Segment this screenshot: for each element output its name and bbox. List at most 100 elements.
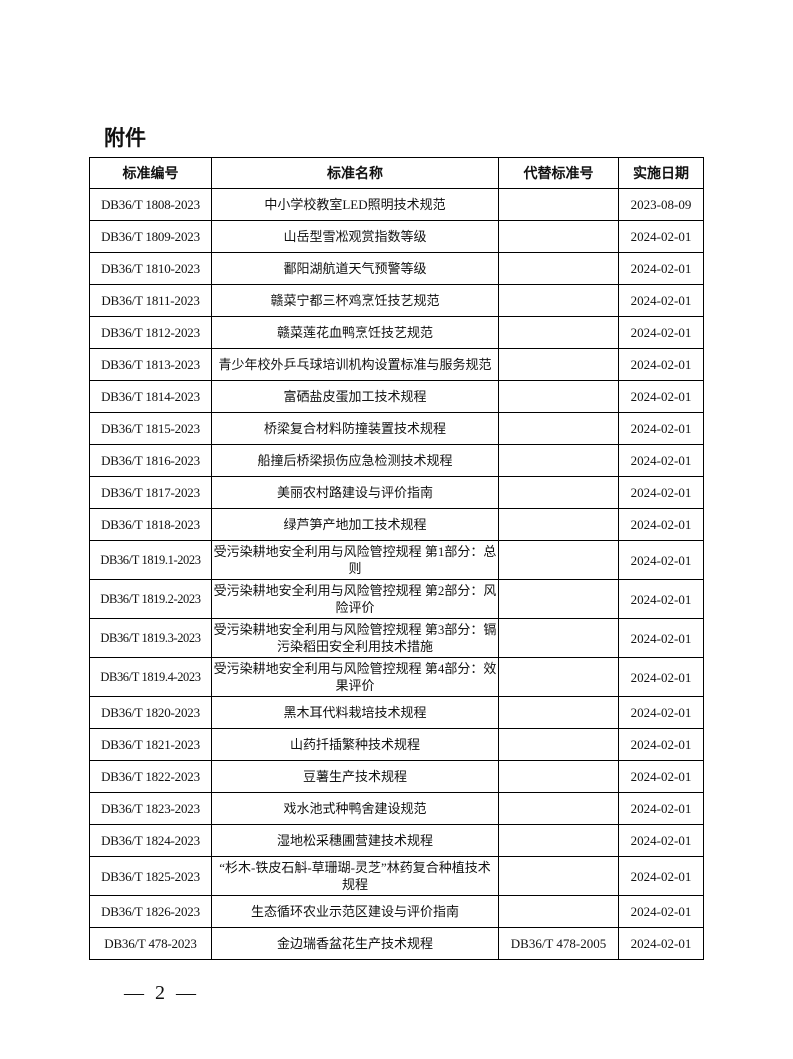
- table-row: DB36/T 1817-2023 美丽农村路建设与评价指南 2024-02-01: [89, 476, 704, 509]
- cell-code: DB36/T 1824-2023: [89, 824, 212, 857]
- cell-name: 赣菜莲花血鸭烹饪技艺规范: [211, 316, 499, 349]
- cell-name: 鄱阳湖航道天气预警等级: [211, 252, 499, 285]
- table-row: DB36/T 1814-2023 富硒盐皮蛋加工技术规程 2024-02-01: [89, 380, 704, 413]
- table-row: DB36/T 1820-2023 黑木耳代料栽培技术规程 2024-02-01: [89, 696, 704, 729]
- cell-replaces: [498, 728, 619, 761]
- cell-code: DB36/T 1819.4-2023: [89, 657, 212, 697]
- cell-code: DB36/T 1809-2023: [89, 220, 212, 253]
- cell-name: 绿芦笋产地加工技术规程: [211, 508, 499, 541]
- cell-code: DB36/T 1821-2023: [89, 728, 212, 761]
- cell-replaces: [498, 220, 619, 253]
- table-row: DB36/T 1819.2-2023 受污染耕地安全利用与风险管控规程 第2部分：…: [89, 579, 704, 619]
- standards-table: 标准编号 标准名称 代替标准号 实施日期 DB36/T 1808-2023 中小学…: [89, 157, 704, 960]
- cell-name: 青少年校外乒乓球培训机构设置标准与服务规范: [211, 348, 499, 381]
- cell-replaces: [498, 252, 619, 285]
- table-row: DB36/T 1822-2023 豆薯生产技术规程 2024-02-01: [89, 760, 704, 793]
- cell-code: DB36/T 1808-2023: [89, 188, 212, 221]
- cell-code: DB36/T 1818-2023: [89, 508, 212, 541]
- cell-date: 2024-02-01: [618, 824, 704, 857]
- cell-replaces: [498, 824, 619, 857]
- cell-name: 船撞后桥梁损伤应急检测技术规程: [211, 444, 499, 477]
- cell-date: 2024-02-01: [618, 792, 704, 825]
- cell-replaces: [498, 792, 619, 825]
- table-row: DB36/T 1819.4-2023 受污染耕地安全利用与风险管控规程 第4部分：…: [89, 657, 704, 697]
- cell-date: 2024-02-01: [618, 508, 704, 541]
- table-row: DB36/T 478-2023 金边瑞香盆花生产技术规程 DB36/T 478-20…: [89, 927, 704, 960]
- cell-name: 山岳型雪凇观赏指数等级: [211, 220, 499, 253]
- table-row: DB36/T 1821-2023 山药扦插繁种技术规程 2024-02-01: [89, 728, 704, 761]
- cell-date: 2024-02-01: [618, 927, 704, 960]
- header-name: 标准名称: [211, 157, 499, 189]
- header-code: 标准编号: [89, 157, 212, 189]
- cell-name: 赣菜宁都三杯鸡烹饪技艺规范: [211, 284, 499, 317]
- cell-replaces: [498, 380, 619, 413]
- cell-name: 山药扦插繁种技术规程: [211, 728, 499, 761]
- cell-code: DB36/T 1812-2023: [89, 316, 212, 349]
- cell-replaces: [498, 444, 619, 477]
- cell-replaces: [498, 618, 619, 658]
- table-row: DB36/T 1813-2023 青少年校外乒乓球培训机构设置标准与服务规范 202…: [89, 348, 704, 381]
- cell-name: 美丽农村路建设与评价指南: [211, 476, 499, 509]
- table-row: DB36/T 1815-2023 桥梁复合材料防撞装置技术规程 2024-02-01: [89, 412, 704, 445]
- cell-code: DB36/T 1814-2023: [89, 380, 212, 413]
- table-row: DB36/T 1825-2023 “杉木-铁皮石斛-草珊瑚-灵芝”林药复合种植技术…: [89, 856, 704, 896]
- cell-replaces: [498, 412, 619, 445]
- cell-code: DB36/T 1813-2023: [89, 348, 212, 381]
- cell-code: DB36/T 1819.3-2023: [89, 618, 212, 658]
- cell-name: 受污染耕地安全利用与风险管控规程 第1部分：总则: [211, 540, 499, 580]
- cell-date: 2024-02-01: [618, 444, 704, 477]
- cell-name: “杉木-铁皮石斛-草珊瑚-灵芝”林药复合种植技术规程: [211, 856, 499, 896]
- cell-date: 2024-02-01: [618, 618, 704, 658]
- cell-code: DB36/T 1817-2023: [89, 476, 212, 509]
- table-row: DB36/T 1816-2023 船撞后桥梁损伤应急检测技术规程 2024-02-0…: [89, 444, 704, 477]
- cell-code: DB36/T 478-2023: [89, 927, 212, 960]
- cell-date: 2024-02-01: [618, 657, 704, 697]
- cell-name: 湿地松采穗圃营建技术规程: [211, 824, 499, 857]
- table-row: DB36/T 1826-2023 生态循环农业示范区建设与评价指南 2024-02-…: [89, 895, 704, 928]
- cell-name: 中小学校教室LED照明技术规范: [211, 188, 499, 221]
- cell-name: 富硒盐皮蛋加工技术规程: [211, 380, 499, 413]
- header-replaces: 代替标准号: [498, 157, 619, 189]
- cell-date: 2024-02-01: [618, 579, 704, 619]
- table-row: DB36/T 1823-2023 戏水池式种鸭舍建设规范 2024-02-01: [89, 792, 704, 825]
- table-row: DB36/T 1812-2023 赣菜莲花血鸭烹饪技艺规范 2024-02-01: [89, 316, 704, 349]
- cell-replaces: DB36/T 478-2005: [498, 927, 619, 960]
- cell-date: 2024-02-01: [618, 728, 704, 761]
- table-row: DB36/T 1818-2023 绿芦笋产地加工技术规程 2024-02-01: [89, 508, 704, 541]
- table-row: DB36/T 1811-2023 赣菜宁都三杯鸡烹饪技艺规范 2024-02-01: [89, 284, 704, 317]
- cell-date: 2024-02-01: [618, 760, 704, 793]
- cell-code: DB36/T 1810-2023: [89, 252, 212, 285]
- cell-date: 2024-02-01: [618, 316, 704, 349]
- table-row: DB36/T 1810-2023 鄱阳湖航道天气预警等级 2024-02-01: [89, 252, 704, 285]
- cell-name: 受污染耕地安全利用与风险管控规程 第4部分：效果评价: [211, 657, 499, 697]
- table-row: DB36/T 1824-2023 湿地松采穗圃营建技术规程 2024-02-01: [89, 824, 704, 857]
- cell-date: 2024-02-01: [618, 412, 704, 445]
- cell-replaces: [498, 895, 619, 928]
- table-header-row: 标准编号 标准名称 代替标准号 实施日期: [89, 157, 704, 189]
- cell-code: DB36/T 1819.2-2023: [89, 579, 212, 619]
- table-row: DB36/T 1819.3-2023 受污染耕地安全利用与风险管控规程 第3部分：…: [89, 618, 704, 658]
- cell-name: 金边瑞香盆花生产技术规程: [211, 927, 499, 960]
- cell-name: 受污染耕地安全利用与风险管控规程 第3部分：镉污染稻田安全利用技术措施: [211, 618, 499, 658]
- cell-code: DB36/T 1822-2023: [89, 760, 212, 793]
- cell-code: DB36/T 1825-2023: [89, 856, 212, 896]
- cell-replaces: [498, 657, 619, 697]
- cell-date: 2024-02-01: [618, 252, 704, 285]
- cell-name: 生态循环农业示范区建设与评价指南: [211, 895, 499, 928]
- cell-date: 2024-02-01: [618, 220, 704, 253]
- cell-replaces: [498, 284, 619, 317]
- cell-replaces: [498, 188, 619, 221]
- cell-name: 桥梁复合材料防撞装置技术规程: [211, 412, 499, 445]
- cell-code: DB36/T 1816-2023: [89, 444, 212, 477]
- cell-replaces: [498, 696, 619, 729]
- cell-replaces: [498, 316, 619, 349]
- cell-date: 2024-02-01: [618, 348, 704, 381]
- cell-name: 戏水池式种鸭舍建设规范: [211, 792, 499, 825]
- cell-date: 2024-02-01: [618, 696, 704, 729]
- table-row: DB36/T 1819.1-2023 受污染耕地安全利用与风险管控规程 第1部分：…: [89, 540, 704, 580]
- cell-code: DB36/T 1819.1-2023: [89, 540, 212, 580]
- cell-date: 2024-02-01: [618, 856, 704, 896]
- page-title: 附件: [104, 127, 146, 150]
- cell-date: 2024-02-01: [618, 380, 704, 413]
- cell-code: DB36/T 1823-2023: [89, 792, 212, 825]
